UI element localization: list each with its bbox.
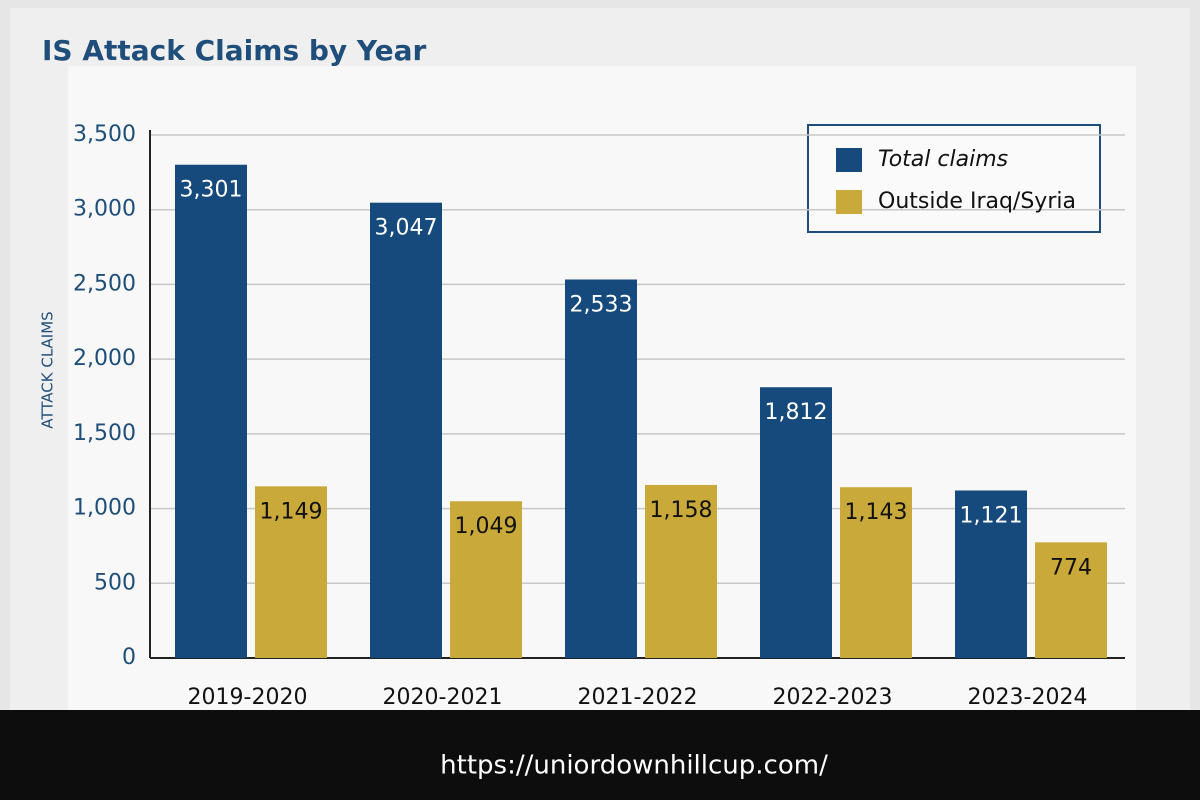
x-tick-label: 2023-2024 xyxy=(968,685,1088,710)
y-tick-label: 2,500 xyxy=(73,271,136,296)
y-tick-label: 1,500 xyxy=(73,421,136,446)
bar xyxy=(760,387,832,658)
bar xyxy=(1035,542,1107,658)
bar xyxy=(840,487,912,658)
chart-title: IS Attack Claims by Year xyxy=(42,34,426,67)
value-label: 1,121 xyxy=(960,503,1023,528)
legend-swatch xyxy=(836,148,862,172)
bar xyxy=(255,486,327,658)
x-tick-label: 2022-2023 xyxy=(773,685,893,710)
bar xyxy=(645,484,717,658)
x-tick-label: 2021-2022 xyxy=(578,685,698,710)
x-tick-label: 2020-2021 xyxy=(383,685,503,710)
bar xyxy=(175,164,247,659)
value-label: 1,049 xyxy=(455,514,518,539)
value-label: 1,158 xyxy=(650,498,713,523)
y-tick-label: 2,000 xyxy=(73,346,136,371)
bar xyxy=(450,501,522,658)
value-label: 1,143 xyxy=(845,500,908,525)
value-label: 1,149 xyxy=(260,499,323,524)
legend-label: Outside Iraq/Syria xyxy=(878,189,1076,214)
legend xyxy=(807,124,1101,233)
value-label: 3,047 xyxy=(375,216,438,241)
legend-label: Total claims xyxy=(878,147,1008,172)
bar xyxy=(370,202,442,658)
y-tick-label: 1,000 xyxy=(73,496,136,521)
value-label: 2,533 xyxy=(570,292,633,317)
y-tick-label: 3,500 xyxy=(73,122,136,147)
y-axis-label: ATTACK CLAIMS xyxy=(39,311,57,428)
legend-swatch xyxy=(836,190,862,214)
value-label: 774 xyxy=(1050,555,1092,580)
y-tick-label: 3,000 xyxy=(73,197,136,222)
footer-url[interactable]: https://uniordownhillcup.com/ xyxy=(440,751,828,781)
y-tick-label: 500 xyxy=(94,570,136,595)
bar xyxy=(565,279,637,658)
value-label: 3,301 xyxy=(180,178,243,203)
bar xyxy=(955,490,1027,658)
value-label: 1,812 xyxy=(765,400,828,425)
footer-bar xyxy=(0,710,1200,800)
x-tick-label: 2019-2020 xyxy=(188,685,308,710)
y-tick-label: 0 xyxy=(122,645,136,670)
